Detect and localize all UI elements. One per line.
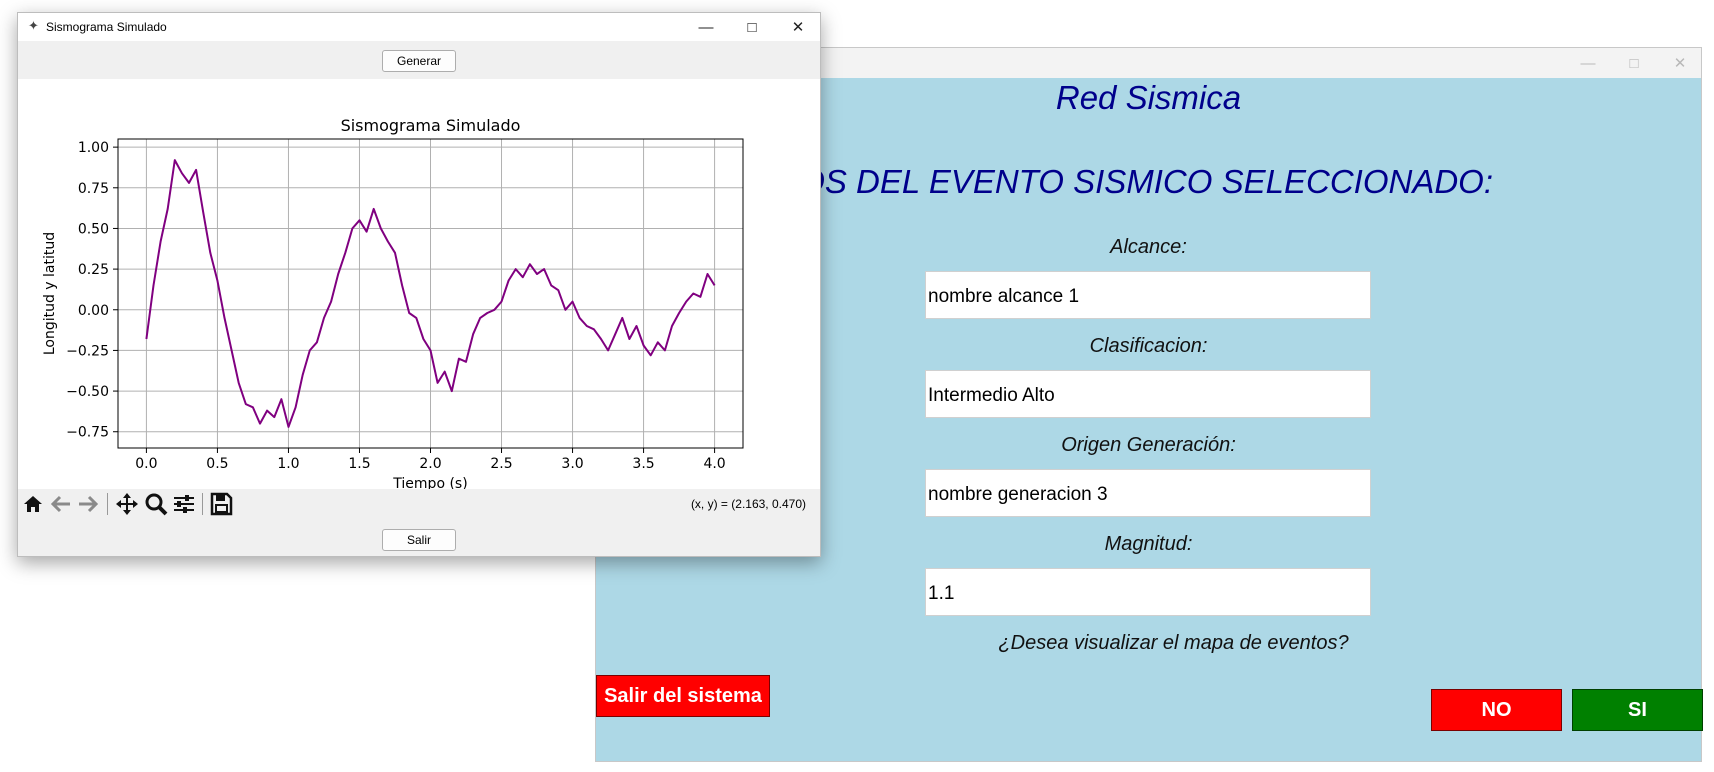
chart-title: Sismograma Simulado: [341, 116, 521, 135]
minimize-icon[interactable]: —: [698, 18, 714, 36]
x-tick-label: 1.0: [277, 456, 299, 472]
page-title: Red Sismica: [1055, 79, 1242, 116]
y-tick-label: 0.75: [78, 181, 109, 197]
plot-area: 0.0 0.5 1.0 1.5 2.0 2.5 3.0 3.5 4.0 1.00 0.75 0.50 0…: [18, 79, 820, 492]
origen-generacion-field[interactable]: [925, 469, 1371, 517]
title-bar: ✦ Sismograma Simulado — □ ✕: [18, 13, 820, 41]
alcance-label: Alcance:: [1110, 236, 1187, 258]
event-section-heading: TOS DEL EVENTO SISMICO SELECCIONADO:: [779, 163, 1493, 200]
magnitud-label: Magnitud:: [1104, 533, 1193, 555]
configure-subplots-icon[interactable]: [171, 491, 197, 517]
x-tick-label: 0.5: [206, 456, 228, 472]
origen-generacion-label: Origen Generación:: [1061, 434, 1236, 456]
cursor-coordinates: (x, y) = (2.163, 0.470): [690, 497, 806, 511]
alcance-field[interactable]: [925, 271, 1371, 319]
x-tick-label: 3.5: [632, 456, 654, 472]
y-tick-label: −0.50: [66, 384, 109, 400]
y-tick-label: −0.25: [66, 343, 109, 359]
x-tick-label: 3.0: [561, 456, 583, 472]
maximize-icon[interactable]: □: [747, 18, 757, 36]
clasificacion-field[interactable]: [925, 370, 1371, 418]
maximize-icon[interactable]: □: [1629, 54, 1639, 72]
feather-icon: ✦: [28, 18, 39, 33]
y-axis-label: Longitud y latitud: [42, 232, 58, 355]
x-tick-label: 0.0: [135, 456, 157, 472]
toolbar-separator: [202, 493, 203, 515]
x-tick-label: 4.0: [703, 456, 725, 472]
magnitud-field[interactable]: [925, 568, 1371, 616]
y-tick-label: 0.00: [78, 303, 109, 319]
exit-system-button[interactable]: Salir del sistema: [596, 675, 770, 717]
zoom-icon[interactable]: [143, 491, 169, 517]
seismogram-chart: 0.0 0.5 1.0 1.5 2.0 2.5 3.0 3.5 4.0 1.00 0.75 0.50 0…: [42, 116, 744, 492]
close-icon[interactable]: ✕: [1673, 55, 1687, 72]
map-question: ¿Desea visualizar el mapa de eventos?: [998, 632, 1349, 654]
home-icon[interactable]: [20, 491, 46, 517]
toolbar-separator: [107, 493, 108, 515]
clasificacion-label: Clasificacion:: [1089, 335, 1208, 357]
generate-button[interactable]: Generar: [382, 50, 456, 72]
x-tick-label: 1.5: [348, 456, 370, 472]
minimize-icon[interactable]: —: [1580, 54, 1596, 72]
pan-icon[interactable]: [114, 491, 140, 517]
back-arrow-icon[interactable]: [48, 491, 74, 517]
forward-arrow-icon[interactable]: [75, 491, 101, 517]
y-tick-label: 0.50: [78, 221, 109, 237]
sismograma-window: ✦ Sismograma Simulado — □ ✕ Generar 0.0 0…: [17, 12, 821, 557]
no-button[interactable]: NO: [1431, 689, 1562, 731]
seismogram-line: [145, 159, 716, 428]
close-icon[interactable]: ✕: [791, 19, 805, 36]
y-tick-label: 1.00: [78, 140, 109, 156]
exit-button[interactable]: Salir: [382, 529, 456, 551]
window-title: Sismograma Simulado: [46, 20, 167, 34]
y-tick-label: 0.25: [78, 262, 109, 278]
save-icon[interactable]: [208, 491, 234, 517]
x-axis-label: Tiempo (s): [392, 476, 467, 489]
y-tick-label: −0.75: [66, 425, 109, 441]
x-tick-label: 2.5: [490, 456, 512, 472]
yes-button[interactable]: SI: [1572, 689, 1703, 731]
x-tick-label: 2.0: [419, 456, 441, 472]
